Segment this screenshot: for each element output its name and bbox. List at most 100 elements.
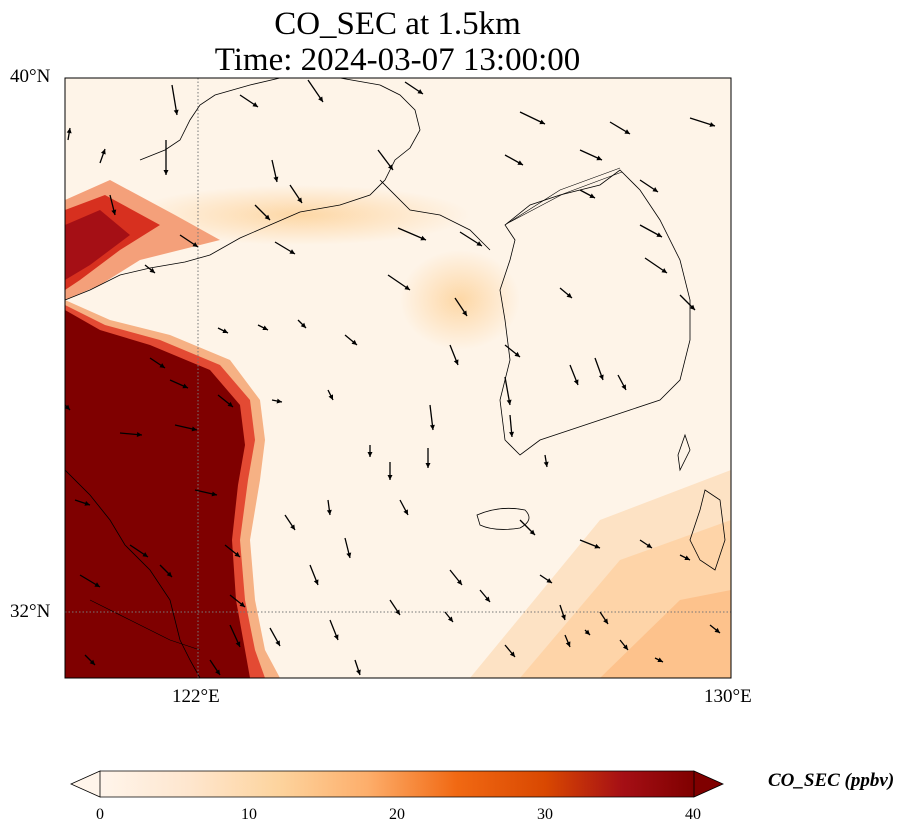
wind-arrow bbox=[397, 227, 427, 241]
wind-arrow-head bbox=[566, 292, 572, 298]
wind-arrow-head bbox=[596, 155, 602, 161]
lat-label-40: 40°N bbox=[10, 66, 51, 87]
wind-arrow-head bbox=[403, 509, 408, 515]
wind-arrow-head bbox=[417, 89, 423, 94]
wind-arrow-head bbox=[429, 424, 435, 430]
wind-arrow-head bbox=[234, 551, 240, 557]
wind-arrow-head bbox=[356, 669, 361, 675]
korea-peninsula-coast bbox=[499, 169, 691, 456]
wind-vectors bbox=[65, 79, 721, 676]
wind-arrow-head bbox=[425, 463, 431, 468]
bohai-coast bbox=[379, 179, 491, 251]
wind-arrow-head bbox=[142, 552, 148, 557]
coastlines bbox=[65, 78, 726, 678]
wind-arrow-head bbox=[624, 129, 630, 134]
wind-arrow-head bbox=[656, 232, 662, 237]
wind-arrow-head bbox=[163, 170, 169, 175]
wind-arrow-head bbox=[235, 641, 241, 647]
wind-arrow-head bbox=[252, 102, 258, 107]
wind-arrow-head bbox=[657, 657, 663, 662]
wind-arrow-head bbox=[111, 209, 117, 215]
wind-arrow-head bbox=[573, 379, 579, 385]
wind-arrow-head bbox=[273, 176, 279, 182]
wind-arrow-head bbox=[476, 241, 482, 246]
wind-arrow-head bbox=[589, 193, 595, 198]
wind-arrow-head bbox=[598, 374, 604, 380]
wind-arrow-head bbox=[173, 109, 179, 115]
colorbar-gradient bbox=[100, 771, 694, 797]
wind-arrow-head bbox=[191, 426, 197, 432]
wind-arrow bbox=[171, 84, 178, 116]
wind-arrow-head bbox=[594, 543, 600, 549]
wind-arrow-head bbox=[328, 394, 333, 400]
kyushu-coast bbox=[689, 489, 726, 571]
lat-label-32: 32°N bbox=[10, 601, 51, 622]
colorbar-max-extend bbox=[693, 770, 724, 798]
liaodong-coast bbox=[139, 78, 281, 161]
jeju-island bbox=[476, 507, 530, 530]
wind-arrow-head bbox=[456, 579, 462, 585]
wind-arrow-head bbox=[149, 267, 155, 273]
wind-arrow-head bbox=[506, 399, 512, 405]
wind-arrow-head bbox=[276, 398, 282, 404]
wind-arrow-head bbox=[546, 578, 552, 583]
wind-arrow-head bbox=[65, 404, 70, 410]
wind-arrow-head bbox=[100, 149, 106, 155]
wind-arrow-head bbox=[388, 164, 393, 170]
wind-arrow-head bbox=[584, 629, 590, 635]
wind-arrow-head bbox=[517, 160, 523, 165]
concentration-field bbox=[65, 78, 731, 678]
wind-arrow-head bbox=[192, 242, 198, 247]
colorbar-tick: 40 bbox=[685, 806, 701, 823]
wind-arrow-head bbox=[351, 339, 357, 345]
wind-arrow-head bbox=[94, 582, 100, 587]
plot-frame bbox=[64, 77, 732, 679]
colorbar-label: CO_SEC (ppbv) bbox=[768, 770, 895, 791]
wind-arrow-head bbox=[159, 363, 165, 368]
wind-arrow-head bbox=[182, 383, 188, 389]
wind-arrow-head bbox=[239, 601, 245, 607]
colorbar-tick: 10 bbox=[241, 806, 257, 823]
wind-arrow-head bbox=[297, 197, 302, 203]
wind-arrow-head bbox=[367, 452, 373, 457]
wind-arrow-head bbox=[318, 96, 323, 102]
map-time-subtitle: Time: 2024-03-07 13:00:00 bbox=[214, 42, 581, 78]
wind-arrow-head bbox=[646, 543, 652, 548]
colorbar-tick: 30 bbox=[537, 806, 553, 823]
wind-arrow-head bbox=[84, 501, 90, 506]
tsushima-island bbox=[677, 433, 691, 472]
wind-arrow-head bbox=[709, 122, 715, 127]
plume-center bbox=[400, 250, 520, 350]
wind-arrow-head bbox=[227, 401, 233, 407]
wind-arrow-head bbox=[539, 119, 545, 125]
wind-arrow-head bbox=[621, 384, 626, 390]
wind-arrow-head bbox=[565, 641, 571, 647]
wind-arrow-head bbox=[529, 529, 535, 535]
wind-arrow-head bbox=[222, 328, 228, 333]
lon-label-130: 130°E bbox=[704, 686, 752, 707]
colorbar-tick: 0 bbox=[96, 806, 104, 823]
map-title: CO_SEC at 1.5km bbox=[274, 6, 521, 42]
wind-arrow-head bbox=[622, 644, 628, 650]
wind-arrow-head bbox=[211, 491, 217, 497]
wind-arrow-head bbox=[346, 552, 352, 558]
wind-arrow-head bbox=[420, 235, 426, 241]
wind-arrow-head bbox=[561, 614, 566, 620]
wind-arrow-head bbox=[289, 249, 295, 254]
china-coast-south bbox=[65, 469, 201, 678]
wind-arrow-head bbox=[514, 351, 520, 357]
wind-arrow-head bbox=[387, 475, 393, 480]
wind-arrow-head bbox=[462, 310, 467, 316]
wind-arrow-head bbox=[484, 596, 490, 602]
lon-label-122: 122°E bbox=[172, 686, 220, 707]
wind-arrow-head bbox=[714, 627, 720, 633]
wind-arrow-head bbox=[689, 304, 695, 310]
wind-arrow-head bbox=[333, 634, 339, 640]
wind-arrow-head bbox=[313, 579, 319, 585]
wind-arrow-head bbox=[543, 461, 549, 467]
wind-arrow-head bbox=[166, 571, 172, 577]
wind-arrow-head bbox=[326, 509, 332, 515]
wind-arrow-head bbox=[453, 359, 459, 365]
wind-arrow-head bbox=[404, 285, 410, 290]
wind-arrow-head bbox=[290, 524, 295, 530]
